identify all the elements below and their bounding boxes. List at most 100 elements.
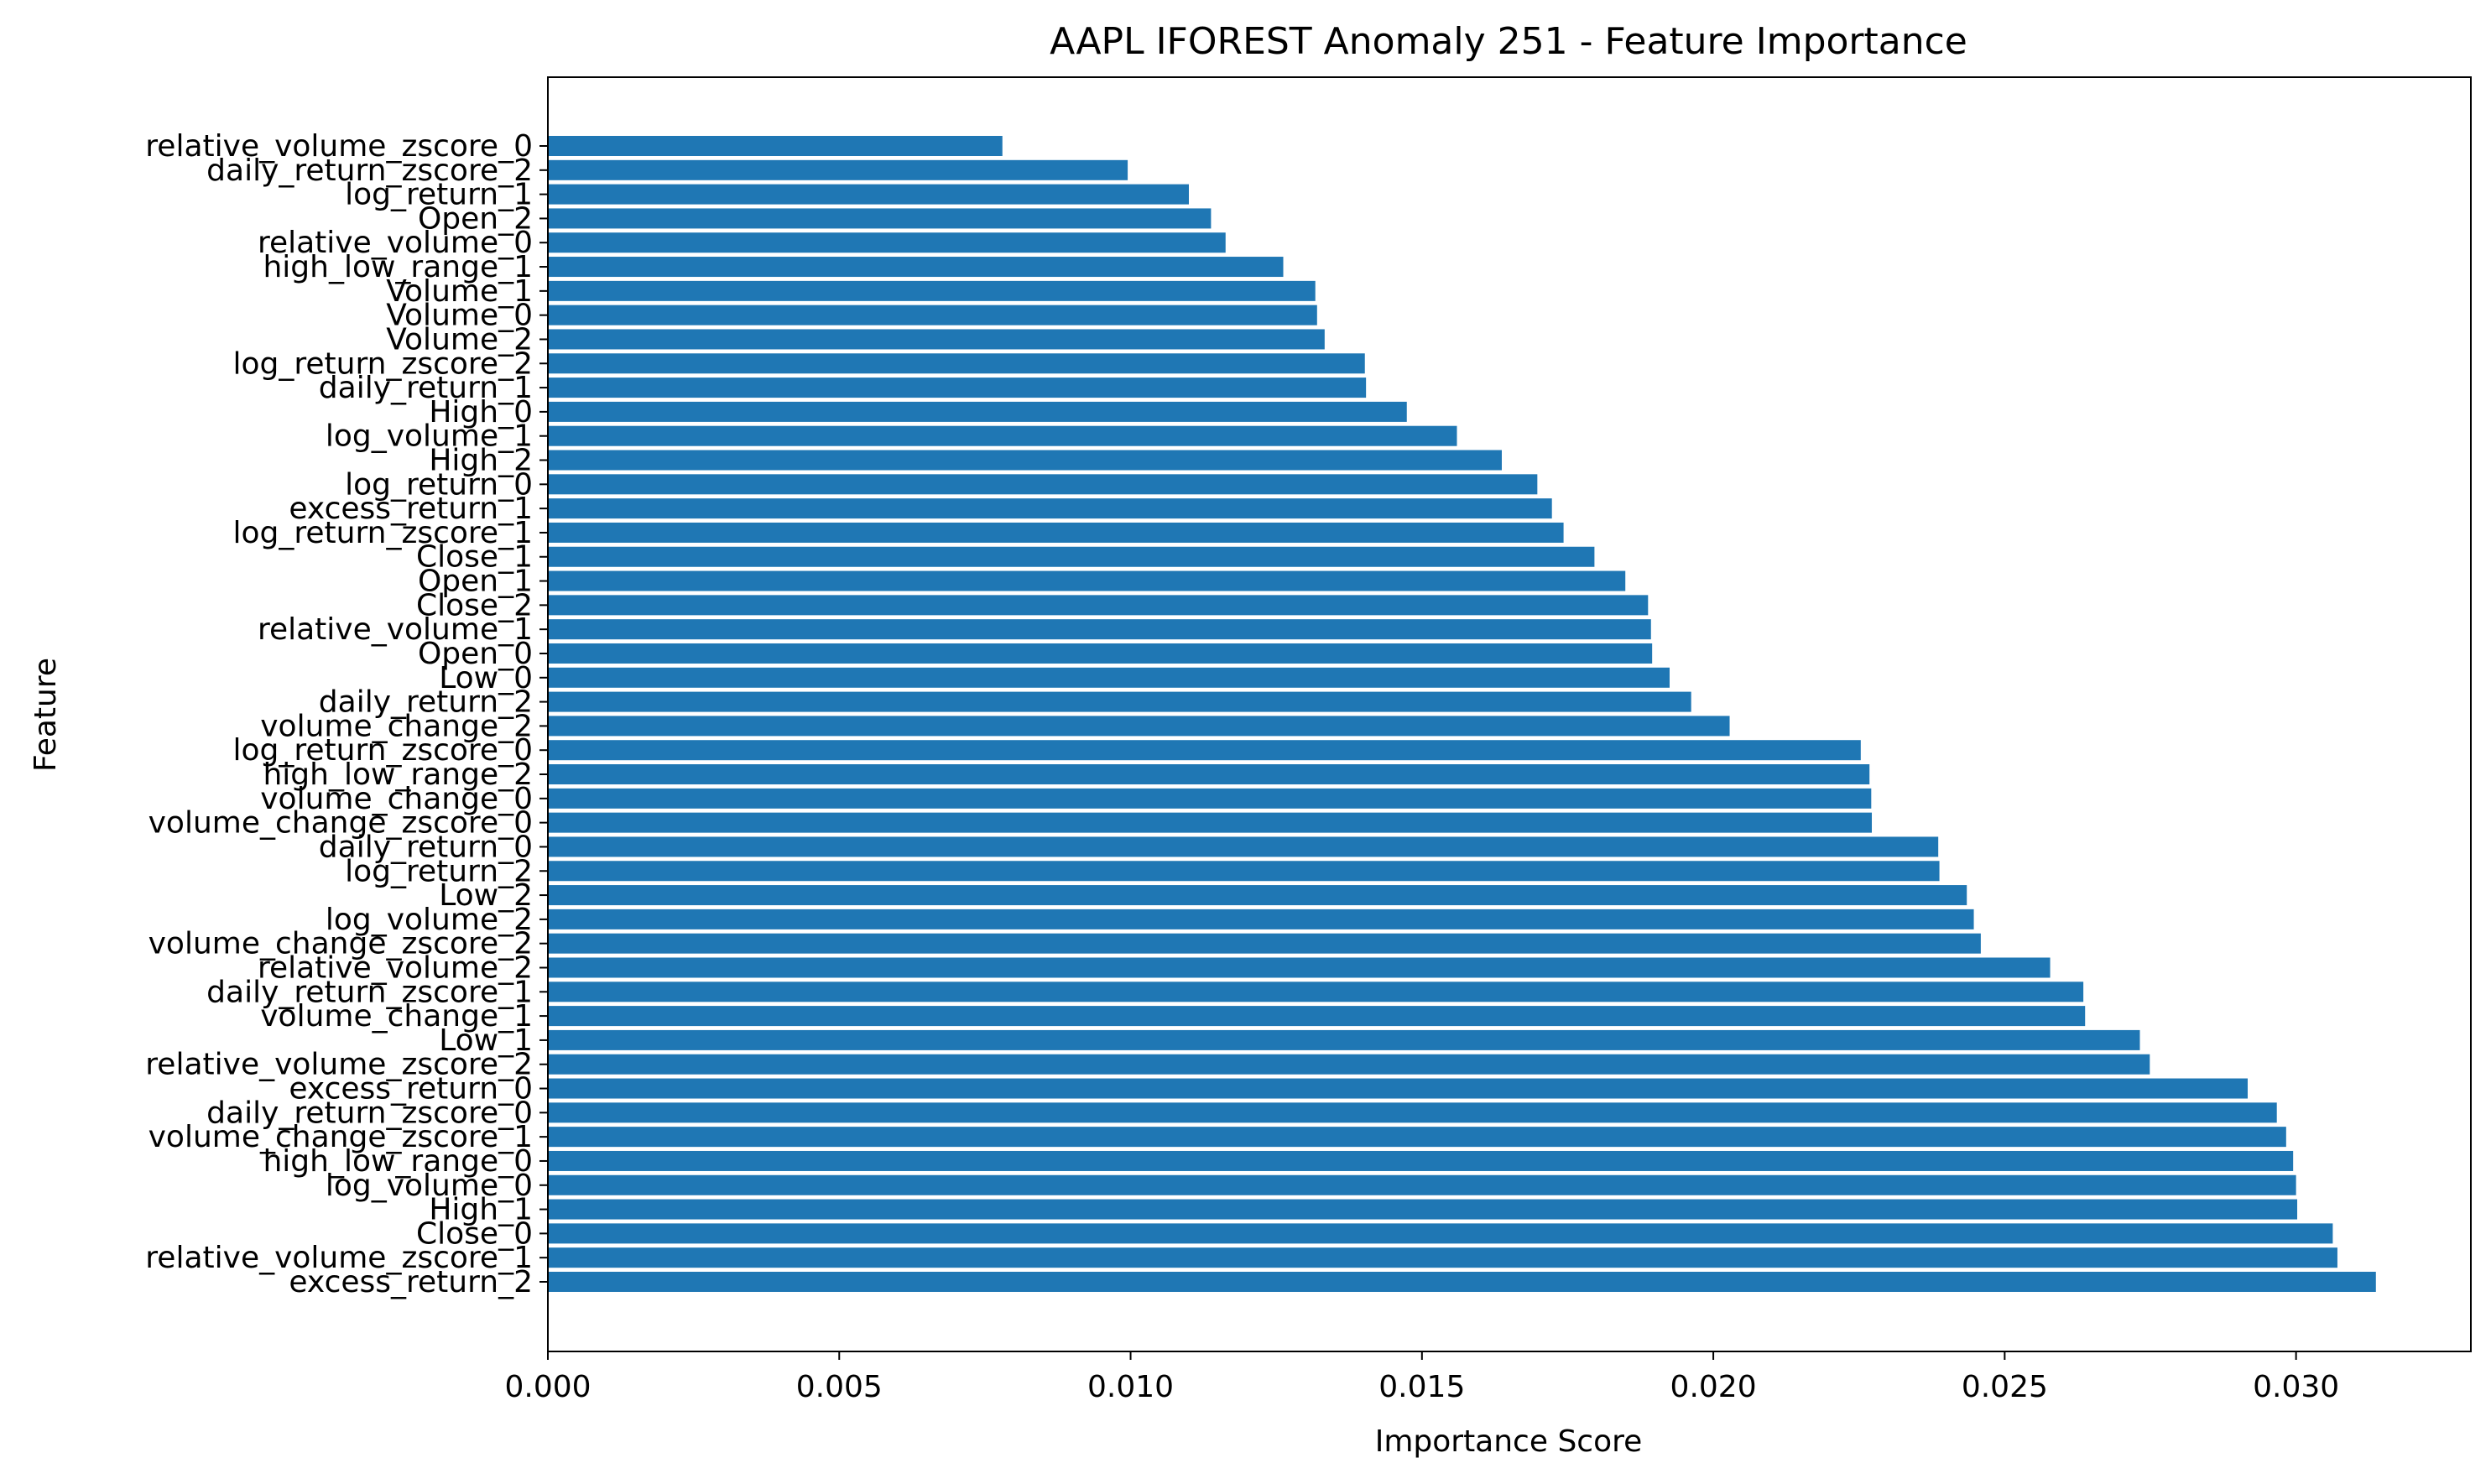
bar-relative_volume_2 bbox=[548, 957, 2051, 978]
y-tick-label: excess_return_0 bbox=[289, 1072, 533, 1106]
bar-Open_2 bbox=[548, 208, 1212, 229]
y-tick-label: log_return_zscore_1 bbox=[233, 516, 534, 550]
x-tick-label: 0.030 bbox=[2253, 1370, 2339, 1404]
bar-volume_change_zscore_1 bbox=[548, 1127, 2286, 1148]
bar-Volume_0 bbox=[548, 305, 1317, 325]
y-tick-label: volume_change_2 bbox=[260, 709, 533, 743]
y-tick-label: high_low_range_0 bbox=[263, 1144, 533, 1179]
bar-log_return_zscore_1 bbox=[548, 522, 1564, 543]
y-tick-label: volume_change_zscore_0 bbox=[149, 806, 533, 841]
y-tick-label: daily_return_0 bbox=[319, 830, 533, 864]
bar-high_low_range_1 bbox=[548, 257, 1284, 278]
bars-layer bbox=[548, 136, 2376, 1292]
bar-Low_2 bbox=[548, 885, 1967, 906]
y-tick-label: relative_volume_zscore_0 bbox=[145, 129, 533, 164]
y-tick-label: Open_1 bbox=[418, 565, 533, 599]
bar-high_low_range_2 bbox=[548, 764, 1870, 785]
y-tick-label: relative_volume_2 bbox=[258, 950, 533, 985]
chart-title: AAPL IFOREST Anomaly 251 - Feature Impor… bbox=[1050, 20, 1967, 63]
y-axis-ticks: relative_volume_zscore_0daily_return_zsc… bbox=[145, 129, 548, 1299]
y-tick-label: daily_return_zscore_0 bbox=[206, 1096, 533, 1130]
y-tick-label: Close_1 bbox=[416, 540, 533, 575]
y-tick-label: Open_0 bbox=[418, 637, 533, 671]
x-axis-label: Importance Score bbox=[1375, 1424, 1643, 1459]
y-tick-label: volume_change_zscore_2 bbox=[149, 927, 533, 961]
y-tick-label: Volume_1 bbox=[386, 274, 533, 309]
bar-log_return_zscore_0 bbox=[548, 740, 1861, 761]
bar-volume_change_zscore_2 bbox=[548, 933, 1981, 954]
bar-Volume_2 bbox=[548, 329, 1325, 350]
bar-excess_return_2 bbox=[548, 1272, 2376, 1292]
bar-relative_volume_zscore_2 bbox=[548, 1054, 2150, 1075]
y-tick-label: log_return_2 bbox=[345, 854, 533, 888]
y-tick-label: Low_0 bbox=[439, 661, 533, 695]
bar-excess_return_0 bbox=[548, 1078, 2248, 1099]
x-tick-label: 0.025 bbox=[1962, 1370, 2048, 1404]
y-tick-label: Close_0 bbox=[416, 1216, 533, 1251]
bar-log_volume_2 bbox=[548, 909, 1974, 929]
y-tick-label: Open_2 bbox=[418, 201, 533, 236]
y-tick-label: relative_volume_zscore_1 bbox=[145, 1241, 533, 1275]
bar-volume_change_2 bbox=[548, 716, 1730, 737]
y-tick-label: Low_2 bbox=[439, 878, 533, 913]
x-tick-label: 0.005 bbox=[796, 1370, 883, 1404]
bar-daily_return_zscore_0 bbox=[548, 1102, 2277, 1123]
bar-daily_return_2 bbox=[548, 691, 1691, 712]
bar-Low_0 bbox=[548, 667, 1670, 688]
bar-Low_1 bbox=[548, 1029, 2140, 1050]
bar-log_return_2 bbox=[548, 861, 1940, 882]
bar-Volume_1 bbox=[548, 280, 1316, 301]
y-tick-label: excess_return_1 bbox=[289, 492, 533, 526]
bar-Close_1 bbox=[548, 546, 1595, 567]
bar-Open_1 bbox=[548, 570, 1626, 591]
y-tick-label: volume_change_1 bbox=[260, 999, 533, 1034]
y-tick-label: daily_return_1 bbox=[319, 371, 533, 405]
y-tick-label: High_1 bbox=[429, 1193, 533, 1227]
bar-log_return_0 bbox=[548, 474, 1538, 495]
y-tick-label: log_volume_2 bbox=[326, 903, 533, 937]
bar-daily_return_zscore_1 bbox=[548, 982, 2084, 1002]
y-tick-label: High_0 bbox=[429, 395, 533, 430]
bar-high_low_range_0 bbox=[548, 1150, 2294, 1171]
bar-volume_change_0 bbox=[548, 788, 1872, 809]
y-tick-label: daily_return_zscore_2 bbox=[206, 154, 533, 188]
y-tick-label: log_return_0 bbox=[345, 467, 533, 502]
bar-Close_2 bbox=[548, 595, 1649, 616]
y-tick-label: log_volume_1 bbox=[326, 419, 533, 454]
y-axis-label: Feature bbox=[29, 658, 63, 772]
bar-excess_return_1 bbox=[548, 498, 1552, 519]
bar-volume_change_1 bbox=[548, 1006, 2086, 1027]
bar-Open_0 bbox=[548, 643, 1653, 664]
y-tick-label: volume_change_0 bbox=[260, 782, 533, 816]
x-tick-label: 0.015 bbox=[1378, 1370, 1465, 1404]
x-tick-label: 0.020 bbox=[1670, 1370, 1757, 1404]
y-tick-label: Volume_2 bbox=[386, 322, 533, 357]
y-tick-label: log_return_zscore_2 bbox=[233, 346, 534, 381]
y-tick-label: log_volume_0 bbox=[326, 1169, 533, 1203]
y-tick-label: daily_return_zscore_1 bbox=[206, 975, 533, 1009]
bar-High_1 bbox=[548, 1199, 2298, 1220]
x-tick-label: 0.010 bbox=[1087, 1370, 1174, 1404]
y-tick-label: High_2 bbox=[429, 444, 533, 478]
y-tick-label: Low_1 bbox=[439, 1023, 533, 1058]
bar-log_volume_1 bbox=[548, 425, 1457, 446]
x-tick-label: 0.000 bbox=[504, 1370, 591, 1404]
y-tick-label: high_low_range_2 bbox=[263, 758, 533, 792]
bar-relative_volume_1 bbox=[548, 619, 1651, 640]
y-tick-label: relative_volume_1 bbox=[258, 612, 533, 647]
x-axis-ticks: 0.000 0.005 0.010 0.015 0.020 0.025 0.030 bbox=[504, 1351, 2339, 1404]
bar-relative_volume_zscore_1 bbox=[548, 1247, 2337, 1268]
bar-Close_0 bbox=[548, 1223, 2333, 1244]
bar-relative_volume_0 bbox=[548, 232, 1226, 253]
y-tick-label: log_return_1 bbox=[345, 178, 533, 212]
bar-daily_return_zscore_2 bbox=[548, 159, 1128, 180]
bar-log_volume_0 bbox=[548, 1174, 2296, 1195]
y-tick-label: Volume_0 bbox=[386, 299, 533, 333]
bar-High_0 bbox=[548, 401, 1407, 422]
bar-log_return_zscore_2 bbox=[548, 353, 1365, 374]
y-tick-label: volume_change_zscore_1 bbox=[149, 1120, 533, 1154]
y-tick-label: relative_volume_0 bbox=[258, 226, 533, 260]
y-tick-label: excess_return_2 bbox=[289, 1265, 533, 1299]
